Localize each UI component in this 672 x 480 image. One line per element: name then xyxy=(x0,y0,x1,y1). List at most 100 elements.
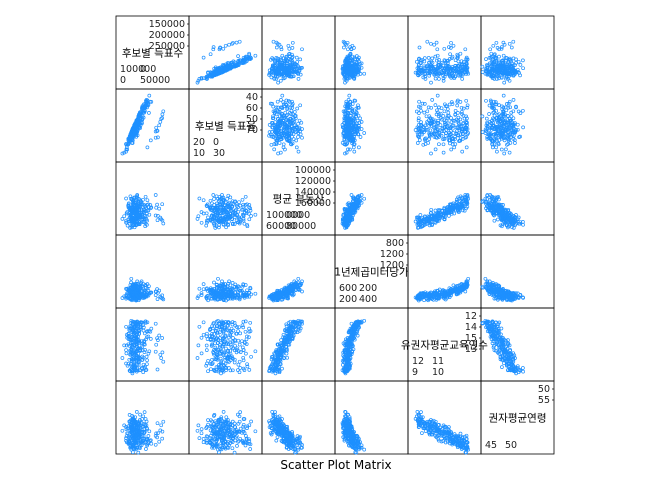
data-point xyxy=(459,69,464,74)
data-point xyxy=(430,98,435,102)
data-point xyxy=(464,62,469,67)
data-point xyxy=(279,72,284,77)
panel-0-5 xyxy=(480,15,555,90)
data-point xyxy=(291,137,296,141)
data-point xyxy=(465,57,470,62)
data-point xyxy=(502,80,507,85)
data-point xyxy=(509,45,514,50)
data-point xyxy=(427,68,432,73)
data-point xyxy=(416,71,421,76)
panel-0-3 xyxy=(334,15,409,90)
data-point xyxy=(437,60,441,65)
data-point xyxy=(487,112,491,116)
data-point xyxy=(287,74,292,79)
data-point xyxy=(343,59,347,64)
data-point xyxy=(236,209,241,214)
data-point xyxy=(281,59,286,64)
data-point xyxy=(447,66,452,71)
panel-0-4 xyxy=(407,15,482,90)
data-point xyxy=(459,110,464,114)
data-point xyxy=(428,70,433,75)
data-point xyxy=(285,61,290,65)
data-point xyxy=(292,62,297,67)
data-point xyxy=(280,53,285,58)
data-point xyxy=(279,45,283,49)
data-point xyxy=(273,69,278,74)
data-point xyxy=(429,59,434,64)
data-point xyxy=(240,197,245,202)
data-point xyxy=(493,68,498,73)
data-point xyxy=(354,62,359,67)
panel-2-2: 평균 부동산1000001200001400001600006000080000… xyxy=(261,161,336,236)
tick-label: 20 xyxy=(193,137,205,148)
data-point xyxy=(414,109,419,114)
data-point xyxy=(351,145,356,150)
data-point xyxy=(496,73,500,77)
data-point xyxy=(437,71,442,76)
data-point xyxy=(210,201,214,206)
data-point xyxy=(241,59,246,64)
data-point xyxy=(502,151,507,156)
data-point xyxy=(278,78,283,83)
tick-label: 0 xyxy=(120,75,126,86)
data-point xyxy=(161,221,166,226)
data-point xyxy=(224,225,228,230)
data-point xyxy=(502,71,507,75)
data-point xyxy=(492,52,497,57)
data-point xyxy=(443,59,447,64)
data-point xyxy=(199,291,204,295)
data-point xyxy=(453,108,458,113)
data-point xyxy=(284,54,289,59)
data-point xyxy=(218,46,222,50)
data-point xyxy=(206,215,210,220)
data-point xyxy=(456,64,461,68)
data-point xyxy=(433,76,438,81)
data-point xyxy=(281,142,286,147)
data-point xyxy=(348,73,353,77)
data-point xyxy=(196,78,201,83)
data-point xyxy=(245,54,249,59)
data-point xyxy=(269,142,274,147)
data-point xyxy=(498,70,503,75)
data-point xyxy=(456,55,460,60)
data-point xyxy=(422,59,427,64)
data-point xyxy=(285,73,289,77)
data-point xyxy=(451,66,456,71)
data-point xyxy=(447,45,451,49)
data-point xyxy=(348,147,352,152)
tick-label: 30 xyxy=(213,148,225,159)
tick-label: 0 xyxy=(213,137,219,148)
data-point xyxy=(499,46,504,51)
data-point xyxy=(513,141,517,145)
data-point xyxy=(145,145,150,150)
data-point xyxy=(271,57,276,62)
data-point xyxy=(214,194,219,199)
data-point xyxy=(277,69,282,73)
data-point xyxy=(237,200,241,205)
data-point xyxy=(299,120,304,125)
data-point xyxy=(212,197,216,201)
data-point xyxy=(143,194,148,199)
data-point xyxy=(147,111,151,115)
tick-label: 250000 xyxy=(149,41,185,52)
data-point xyxy=(487,62,491,67)
data-point xyxy=(225,64,230,69)
data-point xyxy=(464,72,469,76)
data-point xyxy=(268,57,273,62)
data-point xyxy=(494,59,499,64)
data-point xyxy=(429,41,433,46)
data-point xyxy=(197,196,202,201)
data-point xyxy=(447,214,451,218)
data-point xyxy=(511,39,516,44)
data-point xyxy=(344,69,348,74)
data-point xyxy=(518,63,523,67)
data-point xyxy=(358,135,363,139)
panel-3-0 xyxy=(115,234,190,309)
data-point xyxy=(433,103,438,107)
data-point xyxy=(516,59,521,64)
data-point xyxy=(507,150,512,155)
data-point xyxy=(129,276,134,281)
data-point xyxy=(359,65,364,70)
data-point xyxy=(345,73,350,78)
data-point xyxy=(462,208,467,213)
